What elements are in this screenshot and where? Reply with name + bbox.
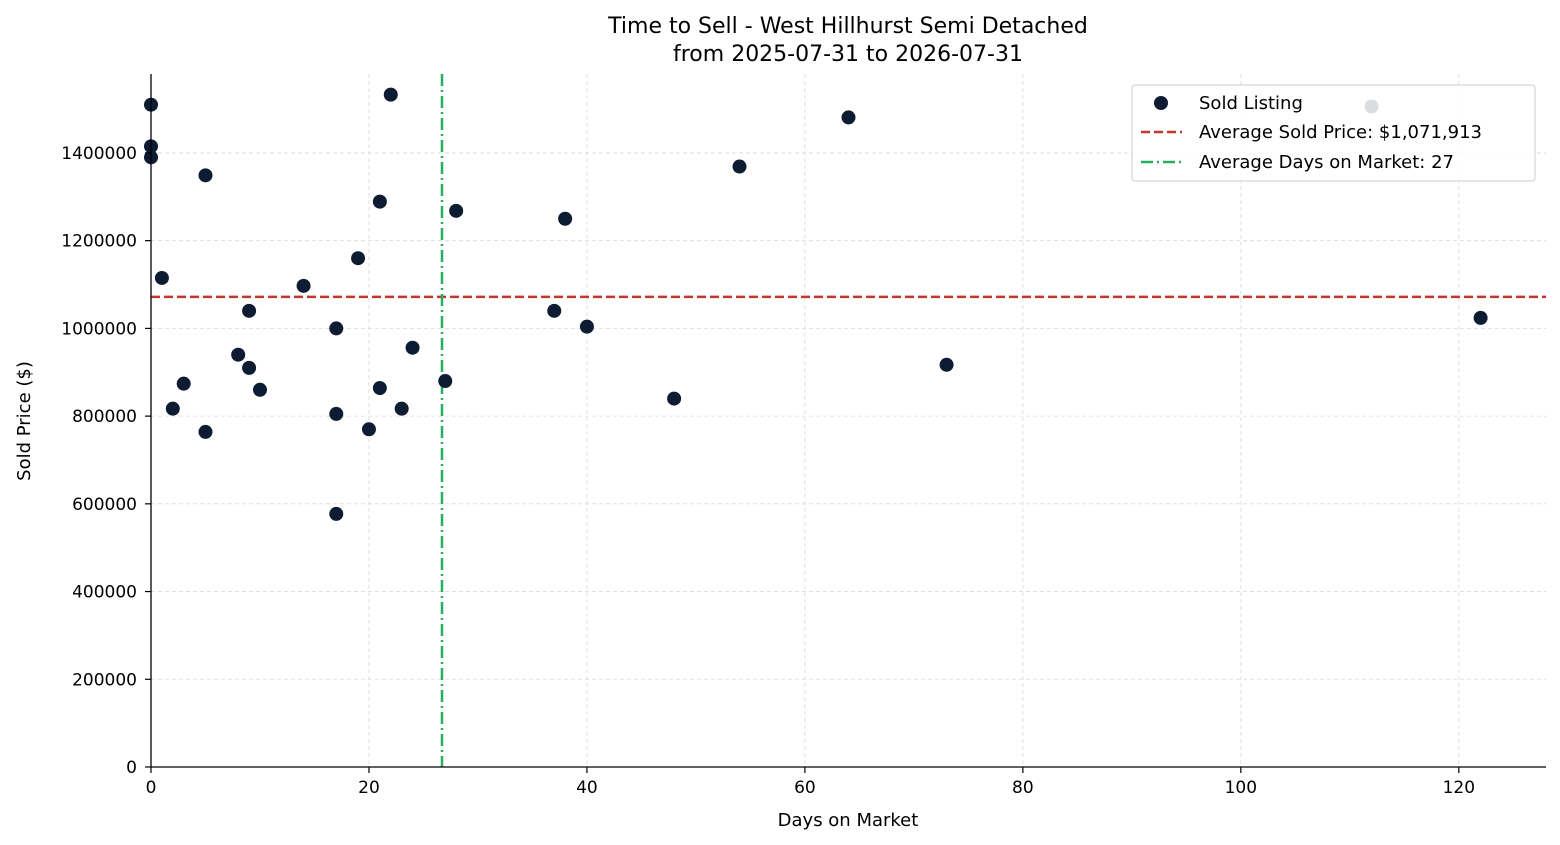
- y-tick-label: 600000: [72, 495, 137, 515]
- data-point: [449, 203, 464, 218]
- data-point: [242, 360, 257, 375]
- legend-label-avg-days: Average Days on Market: 27: [1199, 152, 1454, 173]
- data-point: [198, 424, 213, 439]
- y-axis-label: Sold Price ($): [14, 361, 35, 481]
- data-point: [296, 278, 311, 293]
- data-point: [547, 303, 562, 318]
- y-tick-label: 0: [126, 758, 137, 778]
- data-point: [165, 401, 180, 416]
- x-tick-label: 40: [576, 778, 598, 798]
- legend-marker-sold: [1154, 96, 1168, 110]
- data-point: [383, 87, 398, 102]
- data-point: [361, 422, 376, 437]
- axes: [150, 74, 1546, 768]
- x-tick-label: 80: [1012, 778, 1034, 798]
- data-point: [198, 168, 213, 183]
- data-point: [394, 401, 409, 416]
- data-point: [329, 506, 344, 521]
- data-point: [372, 194, 387, 209]
- data-point: [231, 347, 246, 362]
- data-point: [176, 376, 191, 391]
- x-tick-label: 100: [1225, 778, 1257, 798]
- legend-label-sold: Sold Listing: [1199, 93, 1303, 114]
- data-point: [732, 159, 747, 174]
- x-tick-label: 120: [1443, 778, 1475, 798]
- data-point: [438, 374, 453, 389]
- data-point: [841, 110, 856, 125]
- data-point: [405, 340, 420, 355]
- data-point: [154, 270, 169, 285]
- data-point: [579, 319, 594, 334]
- chart-subtitle: from 2025-07-31 to 2026-07-31: [673, 42, 1023, 67]
- y-tick-label: 1000000: [61, 319, 137, 339]
- data-point: [372, 381, 387, 396]
- y-axis-ticks: 0 200000 400000 600000 800000 1000000 1200000 1…: [61, 144, 151, 778]
- data-point: [329, 321, 344, 336]
- legend-box: [1131, 84, 1536, 182]
- legend: Sold Listing Average Sold Price: $1,071,…: [1131, 84, 1536, 182]
- reference-lines: [151, 74, 1546, 767]
- grid-lines: [151, 74, 1546, 767]
- y-tick-label: 1200000: [61, 232, 137, 252]
- legend-label-avg-price: Average Sold Price: $1,071,913: [1199, 122, 1482, 143]
- x-axis-ticks: 0 20 40 60 80 100 120: [146, 767, 1475, 798]
- data-point: [558, 211, 573, 226]
- y-tick-label: 200000: [72, 670, 137, 690]
- x-tick-label: 60: [794, 778, 816, 798]
- x-tick-label: 20: [358, 778, 380, 798]
- data-point: [667, 391, 682, 406]
- data-point: [1473, 310, 1488, 325]
- x-tick-label: 0: [146, 778, 157, 798]
- data-point: [939, 357, 954, 372]
- x-axis-label: Days on Market: [778, 810, 919, 831]
- y-tick-label: 1400000: [61, 144, 137, 164]
- data-point: [252, 382, 267, 397]
- data-point: [351, 251, 366, 266]
- chart-title: Time to Sell - West Hillhurst Semi Detac…: [607, 14, 1088, 39]
- data-point: [242, 303, 257, 318]
- y-tick-label: 400000: [72, 583, 137, 603]
- data-point: [329, 406, 344, 421]
- y-tick-label: 800000: [72, 407, 137, 427]
